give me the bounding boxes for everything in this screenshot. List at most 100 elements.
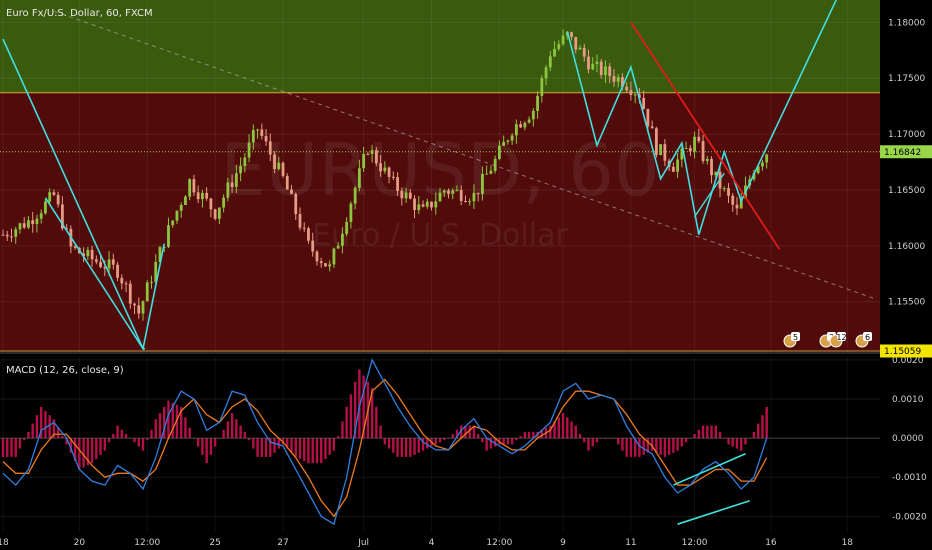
histogram-bar xyxy=(56,427,60,439)
histogram-bar xyxy=(621,438,624,451)
candle-body xyxy=(481,173,484,194)
candle-body xyxy=(120,277,124,284)
time-tick-label[interactable]: 12:00 xyxy=(486,538,512,548)
candle-body xyxy=(447,190,450,194)
price-tick-label[interactable]: 1.16500 xyxy=(888,186,925,196)
candle-body xyxy=(553,48,556,57)
candle-body xyxy=(663,144,667,161)
time-tick-label[interactable]: 25 xyxy=(209,538,220,548)
time-tick-label[interactable]: 27 xyxy=(277,538,288,548)
time-tick-label[interactable]: 16 xyxy=(765,538,777,548)
candle-body xyxy=(357,168,361,188)
histogram-bar xyxy=(353,381,357,439)
candle-body xyxy=(523,122,527,128)
time-tick-label[interactable]: 18 xyxy=(0,538,9,548)
candle-body xyxy=(383,167,387,172)
histogram-bar xyxy=(663,438,667,457)
time-tick-label[interactable]: 20 xyxy=(74,538,86,548)
macd-tick-label[interactable]: -0.0020 xyxy=(892,512,927,522)
candle-body xyxy=(654,128,658,156)
time-tick-label[interactable]: 4 xyxy=(429,538,435,548)
event-flag[interactable]: 6 xyxy=(855,332,872,348)
time-axis-ticks[interactable]: 18 20 12:00 25 27 Jul 4 12:00 9 11 12:00 16 18 xyxy=(0,538,853,548)
zone-lines xyxy=(0,92,880,352)
candle-body xyxy=(362,153,366,169)
histogram-bar xyxy=(78,438,81,470)
candle-body xyxy=(167,225,170,247)
macd-tick-label[interactable]: -0.0010 xyxy=(892,473,927,483)
event-flag[interactable]: 12 xyxy=(829,332,847,348)
candle-body xyxy=(154,261,158,282)
event-flags[interactable]: 52126 xyxy=(783,332,872,348)
candle-body xyxy=(39,213,43,219)
candle-body xyxy=(676,159,679,172)
histogram-bar xyxy=(676,438,679,451)
candle-body xyxy=(442,190,446,193)
histogram-bar xyxy=(549,425,552,439)
macd-tick-label[interactable]: 0.0020 xyxy=(892,356,924,366)
candle-body xyxy=(587,56,590,70)
histogram-bar xyxy=(583,438,586,443)
candle-body xyxy=(701,141,705,162)
histogram-bar xyxy=(468,425,471,439)
time-tick-label[interactable]: 18 xyxy=(842,538,854,548)
histogram-bar xyxy=(336,436,340,439)
candle-body xyxy=(94,259,98,262)
divergence-line-lower xyxy=(677,499,750,525)
time-tick-label[interactable]: 9 xyxy=(560,538,566,548)
histogram-bar xyxy=(600,438,603,439)
candle-body xyxy=(417,204,421,210)
candle-body xyxy=(379,163,383,172)
histogram-bar xyxy=(718,431,722,439)
histogram-bar xyxy=(464,425,467,439)
histogram-bar xyxy=(345,406,348,439)
candle-body xyxy=(578,47,582,50)
event-flag-count: 5 xyxy=(793,333,798,342)
histogram-bar xyxy=(171,402,174,439)
event-flag[interactable]: 5 xyxy=(783,332,800,348)
time-tick-label[interactable]: 12:00 xyxy=(134,538,160,548)
candle-body xyxy=(10,236,13,238)
candle-body xyxy=(434,201,438,208)
macd-tick-label[interactable]: 0.0000 xyxy=(892,434,924,444)
histogram-bar xyxy=(349,394,353,439)
macd-axis-ticks[interactable]: 0.0020 0.0010 0.0000 -0.0010 -0.0020 xyxy=(892,356,927,522)
histogram-bar xyxy=(201,438,204,455)
price-tick-label[interactable]: 1.18000 xyxy=(888,18,925,28)
pane-separator[interactable] xyxy=(0,352,880,354)
histogram-bar xyxy=(328,438,331,455)
candle-body xyxy=(527,119,531,123)
histogram-bar xyxy=(578,433,582,439)
candle-body xyxy=(540,78,544,96)
price-tick-label[interactable]: 1.16000 xyxy=(888,242,925,252)
price-axis-ticks[interactable]: 1.18000 1.17500 1.17000 1.16500 1.16000 1.155… xyxy=(888,18,925,307)
candle-body xyxy=(604,66,607,76)
candle-body xyxy=(752,173,756,180)
histogram-bar xyxy=(744,438,747,445)
candle-body xyxy=(82,253,86,257)
histogram-bar xyxy=(243,431,247,439)
histogram-bar xyxy=(1,438,5,457)
candle-body xyxy=(671,166,675,172)
candle-body xyxy=(629,90,633,95)
candle-body xyxy=(14,229,18,237)
candle-body xyxy=(497,145,501,159)
histogram-bar xyxy=(196,438,200,447)
candle-body xyxy=(158,247,162,262)
price-tick-label[interactable]: 1.15500 xyxy=(888,298,925,308)
macd-tick-label[interactable]: 0.0010 xyxy=(892,395,924,405)
candle-body xyxy=(213,209,217,219)
candle-body xyxy=(548,56,552,68)
histogram-bar xyxy=(218,438,221,439)
price-tick-label[interactable]: 1.17500 xyxy=(888,74,925,84)
histogram-bar xyxy=(383,438,387,445)
cyan-channel-line xyxy=(693,172,725,218)
time-tick-label[interactable]: Jul xyxy=(357,538,369,548)
histogram-bar xyxy=(608,438,611,439)
candle-body xyxy=(311,240,315,252)
candle-body xyxy=(184,196,187,205)
candle-body xyxy=(103,267,107,269)
price-tick-label[interactable]: 1.17000 xyxy=(888,130,925,140)
time-tick-label[interactable]: 11 xyxy=(625,538,636,548)
time-tick-label[interactable]: 12:00 xyxy=(682,538,708,548)
